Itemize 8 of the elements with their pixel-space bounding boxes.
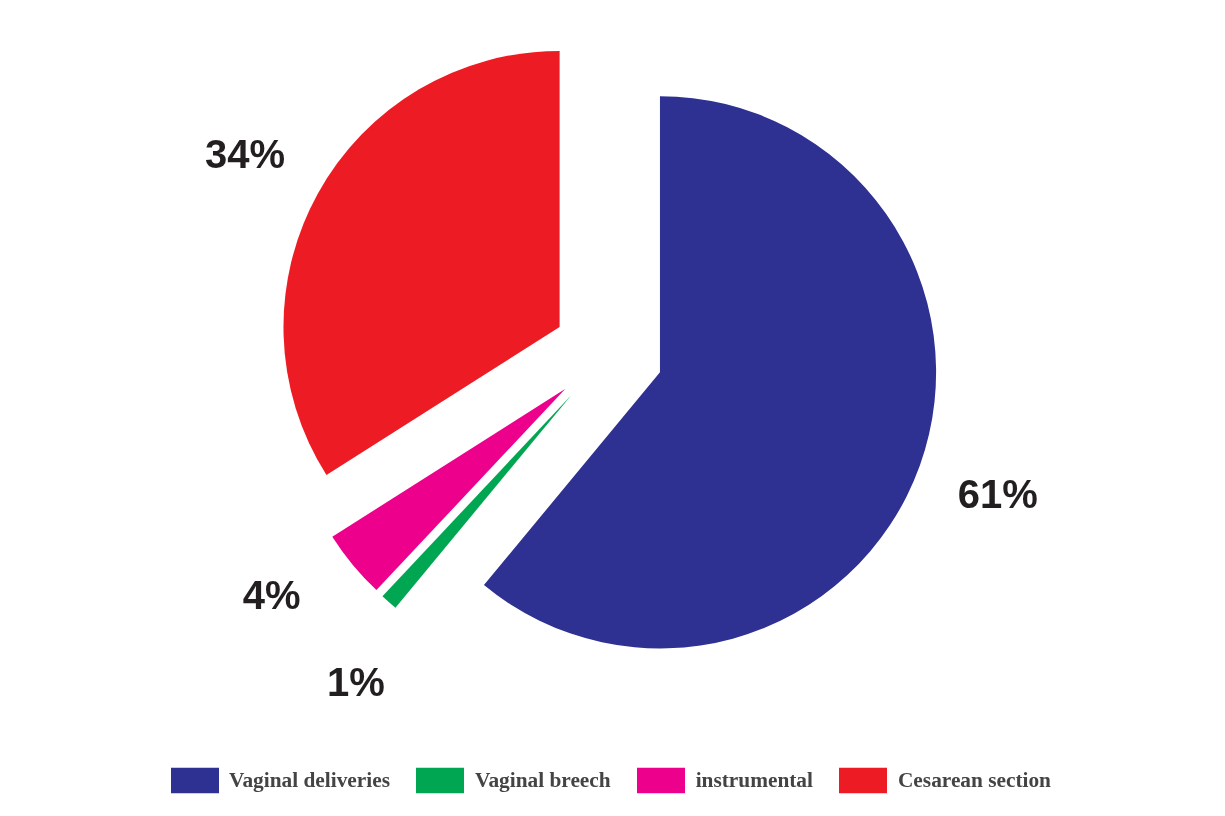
data-label: 1% [327,659,385,704]
data-label: 4% [242,572,301,617]
legend-label: Vaginal breech [474,767,611,793]
legend-label: instrumental [695,767,813,793]
legend-label: Cesarean section [897,767,1051,793]
data-label: 34% [205,132,286,177]
legend-label: Vaginal deliveries [229,767,390,793]
data-label: 61% [957,471,1038,516]
